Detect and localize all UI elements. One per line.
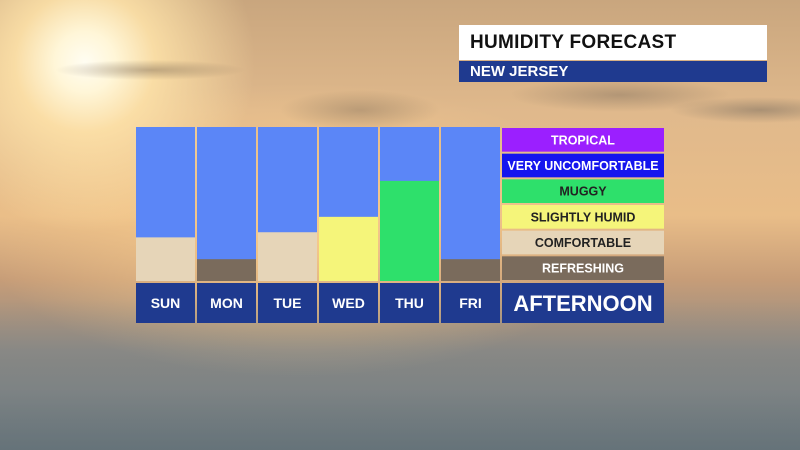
bar-thu [380,180,439,281]
day-label-fri: FRI [459,295,482,311]
legend-swatch-muggy [502,179,664,203]
title-box: HUMIDITY FORECAST [459,25,767,60]
legend-label-refreshing: REFRESHING [542,262,624,276]
legend-label-slightly-humid: SLIGHTLY HUMID [531,210,636,224]
chart-day-labels: SUN MON TUE WED THU FRI AFTERNOON [136,283,664,323]
legend-swatch-refreshing [502,256,664,280]
bar-sun [136,237,195,281]
day-label-box-fri [441,283,500,323]
bar-mon [197,259,256,281]
legend-swatch-tropical [502,128,664,152]
day-label-sun: SUN [151,295,181,311]
chart-subtitle: NEW JERSEY [470,63,569,80]
legend-label-muggy: MUGGY [559,185,607,199]
chart-legend: REFRESHING COMFORTABLE SLIGHTLY HUMID MUGGY… [502,128,664,280]
background-fog [0,300,800,450]
day-label-box-mon [197,283,256,323]
legend-label-very-uncomfortable: VERY UNCOMFORTABLE [507,159,658,173]
day-label-box-sun [136,283,195,323]
day-label-wed: WED [332,295,365,311]
column-background-mon [197,127,256,281]
period-label-box [502,283,664,323]
bar-wed [319,216,378,281]
legend-swatch-comfortable [502,230,664,255]
period-label: AFTERNOON [513,291,652,316]
legend-label-tropical: TROPICAL [551,133,615,147]
legend-label-comfortable: COMFORTABLE [535,236,631,250]
subtitle-box: NEW JERSEY [459,61,767,82]
day-label-tue: TUE [274,295,302,311]
bar-fri [441,259,500,281]
day-label-thu: THU [395,295,424,311]
legend-swatch-slightly-humid [502,205,664,229]
chart-columns [136,127,500,281]
day-label-box-tue [258,283,317,323]
column-background-fri [441,127,500,281]
day-label-box-thu [380,283,439,323]
bar-tue [258,232,317,281]
day-label-box-wed [319,283,378,323]
day-label-mon: MON [210,295,243,311]
legend-swatch-very-uncomfortable [502,153,664,178]
chart-title: HUMIDITY FORECAST [470,31,677,53]
